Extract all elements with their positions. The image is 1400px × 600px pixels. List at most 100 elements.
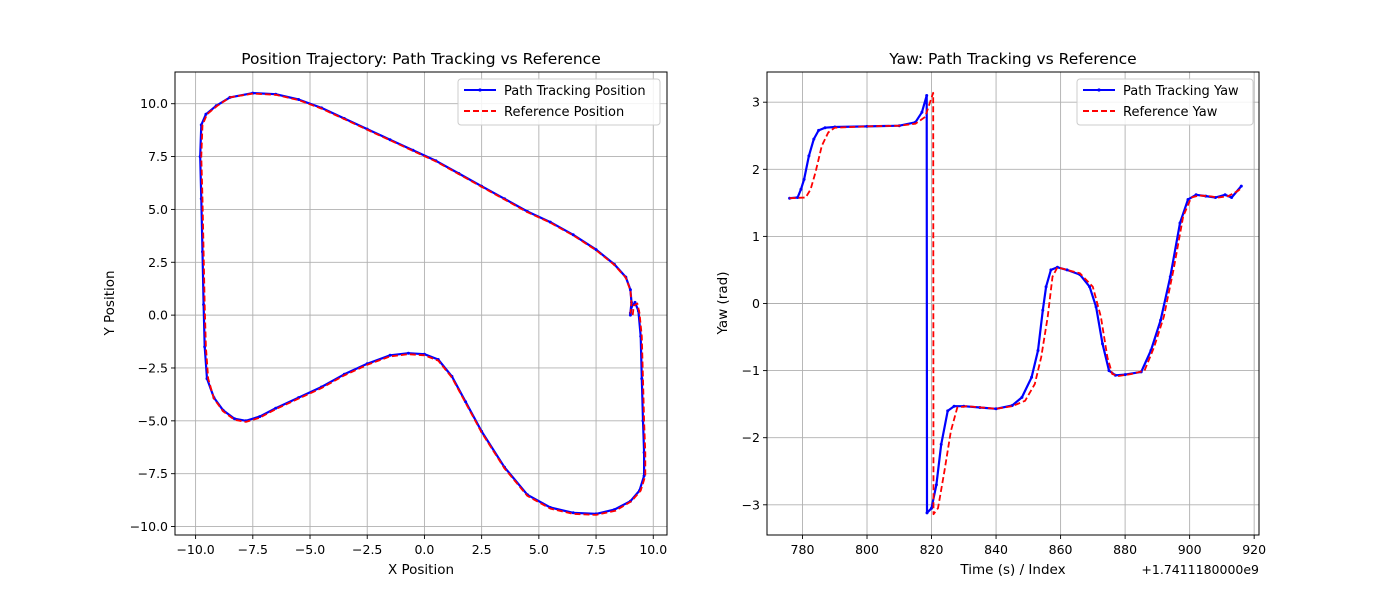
y-tick-label: −2.5: [138, 360, 168, 375]
data-point: [1178, 221, 1182, 225]
x-axis-label: Time (s) / Index: [959, 562, 1065, 578]
data-point: [1223, 193, 1227, 197]
y-tick-label: −1: [742, 363, 760, 378]
data-point: [823, 126, 827, 130]
data-point: [994, 407, 998, 411]
series-lines: [788, 91, 1243, 516]
data-point: [1094, 305, 1098, 309]
legend-label-reference: Reference Yaw: [1123, 105, 1218, 120]
data-point: [802, 177, 806, 181]
data-point: [939, 442, 943, 446]
data-point: [796, 196, 800, 199]
data-point: [1044, 285, 1048, 289]
x-axis-label: X Position: [388, 562, 454, 578]
y-tick-label: 2: [752, 162, 760, 177]
ticks: −10.0 −7.5 −5.0 −2.5 0.0 2.5 5.0 7.5 10.0 −10.0 −7…: [130, 96, 668, 557]
chart-title: Yaw: Path Tracking vs Reference: [888, 50, 1136, 68]
ticks: 780 800 820 840 860 880 900 920 −3 −2 −1 0 1 2 3: [742, 95, 1267, 557]
y-tick-label: −2: [742, 430, 760, 445]
x-tick-label: −10.0: [176, 542, 214, 557]
data-point: [1101, 342, 1104, 346]
series-lines: [198, 91, 647, 516]
y-tick-label: 2.5: [148, 255, 168, 270]
data-point: [1036, 349, 1040, 352]
y-axis-label: Yaw (rad): [715, 272, 731, 336]
data-point: [1065, 268, 1069, 272]
legend-label-path-tracking: Path Tracking Yaw: [1123, 84, 1239, 99]
legend: Path Tracking Position Reference Positio…: [457, 78, 661, 126]
yaw-chart: Yaw: Path Tracking vs Reference 780 800 82…: [715, 50, 1266, 578]
legend-box: [457, 78, 661, 126]
data-point: [925, 94, 929, 97]
data-point: [464, 400, 468, 404]
y-tick-label: 3: [752, 95, 760, 110]
x-tick-label: 7.5: [586, 542, 606, 557]
data-point: [204, 112, 208, 116]
chart-title: Position Trajectory: Path Tracking vs Re…: [241, 50, 601, 68]
data-point: [1239, 184, 1243, 188]
x-tick-label: 860: [1049, 542, 1073, 557]
data-point: [812, 137, 816, 141]
legend-label-reference: Reference Position: [504, 105, 624, 120]
data-point: [1186, 198, 1190, 201]
legend-marker-path-tracking: [478, 88, 482, 92]
data-point: [1230, 196, 1234, 199]
x-tick-label: −5.0: [295, 542, 325, 557]
y-tick-label: 1: [752, 229, 760, 244]
legend-marker-path-tracking: [1097, 88, 1101, 92]
x-tick-label: 800: [855, 542, 879, 557]
y-tick-label: 5.0: [148, 202, 168, 217]
x-tick-label: 10.0: [639, 542, 667, 557]
data-point: [628, 313, 632, 317]
series-line-path-tracking: [789, 94, 1243, 515]
data-point: [952, 404, 956, 408]
y-tick-label: −7.5: [138, 466, 168, 481]
x-axis-offset-label: +1.7411180000e9: [1141, 562, 1259, 577]
x-tick-label: 780: [791, 542, 815, 557]
y-tick-label: −3: [742, 497, 760, 512]
data-point: [1088, 285, 1092, 289]
data-point: [388, 353, 392, 357]
y-axis-label: Y Position: [102, 270, 118, 336]
x-tick-label: 840: [984, 542, 1008, 557]
y-tick-label: −5.0: [138, 413, 168, 428]
legend: Path Tracking Yaw Reference Yaw: [1076, 78, 1254, 126]
x-tick-label: 5.0: [529, 542, 549, 557]
x-tick-label: −7.5: [238, 542, 268, 557]
x-tick-label: 920: [1242, 542, 1266, 557]
data-point: [934, 483, 938, 487]
data-point: [925, 511, 929, 515]
grid: [175, 72, 667, 535]
data-point: [1107, 369, 1111, 373]
data-point: [1020, 395, 1024, 399]
x-tick-label: 900: [1178, 542, 1202, 557]
data-point: [1168, 275, 1172, 279]
data-point: [274, 406, 278, 410]
x-tick-label: 880: [1113, 542, 1137, 557]
data-point: [258, 415, 262, 419]
series-line-reference: [200, 92, 647, 516]
y-tick-label: 10.0: [140, 96, 168, 111]
x-tick-label: 2.5: [472, 542, 492, 557]
x-tick-label: 0.0: [414, 542, 434, 557]
grid: [767, 72, 1259, 535]
position-chart: Position Trajectory: Path Tracking vs Re…: [102, 50, 668, 578]
legend-label-path-tracking: Path Tracking Position: [504, 84, 646, 99]
data-point: [233, 417, 236, 421]
data-point: [817, 128, 821, 132]
x-tick-label: 820: [920, 542, 944, 557]
data-point: [571, 511, 575, 515]
data-point: [946, 409, 950, 413]
data-point: [1041, 308, 1045, 312]
data-point: [799, 187, 803, 191]
data-point: [571, 233, 575, 237]
y-tick-label: 0: [752, 296, 760, 311]
x-tick-label: −2.5: [352, 542, 382, 557]
data-point: [628, 288, 632, 292]
data-point: [297, 98, 301, 101]
y-tick-label: −10.0: [130, 519, 168, 534]
data-point: [1030, 375, 1034, 379]
data-point: [807, 154, 811, 158]
legend-box: [1076, 78, 1254, 126]
